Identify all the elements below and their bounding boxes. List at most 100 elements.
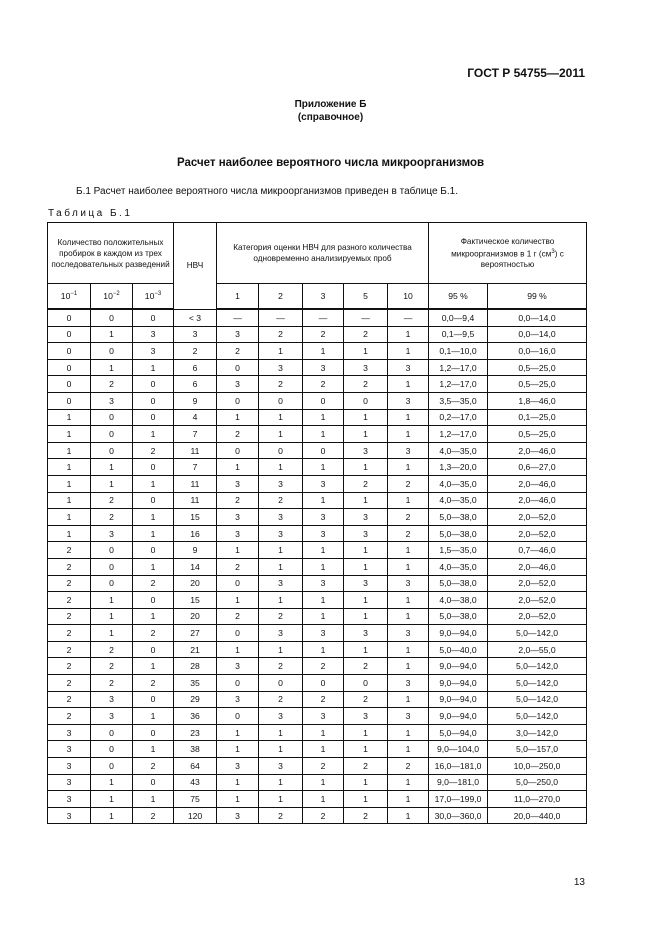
table-cell: 0 xyxy=(132,773,174,792)
table-cell: 9 xyxy=(173,391,217,410)
table-cell: 0 xyxy=(132,541,174,559)
table-cell: 2 xyxy=(132,574,174,593)
table-cell: 2 xyxy=(343,657,388,676)
table-cell: 14 xyxy=(173,557,217,576)
table-row: 0 1 3 3 3 2 2 2 1 0,1—9,5 0,0—14,0 xyxy=(47,325,587,344)
table-cell: 0,0—16,0 xyxy=(487,342,587,360)
table-cell: 3 xyxy=(302,474,344,493)
table-row: 2 2 0 21 1 1 1 1 1 5,0—40,0 2,0—55,0 xyxy=(47,640,587,659)
table-cell: 2 xyxy=(343,325,388,344)
table-cell: 1 xyxy=(258,557,303,576)
table-cell: 5,0—142,0 xyxy=(487,690,587,709)
dilution-exponent: −1 xyxy=(70,291,78,298)
table-cell: 2 xyxy=(47,707,91,725)
table-cell: 0 xyxy=(132,458,174,476)
table-cell: 3 xyxy=(216,524,259,543)
table-cell: 3 xyxy=(343,574,388,593)
table-cell: 3,5—35,0 xyxy=(428,391,488,410)
table-cell: 1 xyxy=(132,557,174,576)
table-cell: 3 xyxy=(132,342,174,360)
table-cell: 3 xyxy=(343,441,388,460)
table-cell: 1 xyxy=(258,640,303,659)
table-cell: 1 xyxy=(47,441,91,460)
table-row: 3 0 0 23 1 1 1 1 1 5,0—94,0 3,0—142,0 xyxy=(47,723,587,742)
table-cell: 1 xyxy=(387,325,429,344)
table-cell: 0 xyxy=(47,358,91,377)
table-cell: 2,0—55,0 xyxy=(487,640,587,659)
table-cell: 0 xyxy=(302,674,344,692)
table-cell: 3 xyxy=(343,624,388,642)
table-cell: 3 xyxy=(216,757,259,775)
table-cell: 1 xyxy=(47,408,91,427)
table-row: 2 1 0 15 1 1 1 1 1 4,0—38,0 2,0—52,0 xyxy=(47,591,587,609)
table-cell: < 3 xyxy=(173,308,217,327)
table-cell: 0 xyxy=(216,707,259,725)
table-cell: 36 xyxy=(173,707,217,725)
table-row: 2 2 1 28 3 2 2 2 1 9,0—94,0 5,0—142,0 xyxy=(47,657,587,676)
table-cell: 3 xyxy=(343,707,388,725)
table-cell: 1 xyxy=(343,607,388,626)
table-cell: 2 xyxy=(90,674,133,692)
table-cell: 38 xyxy=(173,740,217,759)
table-cell: 2 xyxy=(387,474,429,493)
table-cell: 3 xyxy=(216,690,259,709)
table-cell: 0,0—9,4 xyxy=(428,308,488,327)
header-positive-tubes: Количество положительных пробирок в кажд… xyxy=(47,222,174,284)
dilution-base: 10 xyxy=(60,291,71,301)
table-cell: 0,0—14,0 xyxy=(487,308,587,327)
table-cell: 1 xyxy=(387,591,429,609)
table-cell: 1 xyxy=(343,425,388,443)
table-cell: 1 xyxy=(387,491,429,510)
table-cell: 1 xyxy=(132,740,174,759)
table-cell: 1 xyxy=(90,624,133,642)
table-cell: 1 xyxy=(387,640,429,659)
table-cell: 3 xyxy=(216,474,259,493)
table-cell: 1 xyxy=(343,491,388,510)
table-cell: 1 xyxy=(343,408,388,427)
table-cell: 2 xyxy=(173,342,217,360)
table-cell: 2 xyxy=(258,657,303,676)
table-cell: 1 xyxy=(387,723,429,742)
table-cell: 0 xyxy=(132,690,174,709)
table-cell: 1 xyxy=(132,707,174,725)
table-cell: 1 xyxy=(343,790,388,808)
table-row: 2 0 1 14 2 1 1 1 1 4,0—35,0 2,0—46,0 xyxy=(47,557,587,576)
table-cell: 0 xyxy=(216,358,259,377)
table-cell: 5,0—94,0 xyxy=(428,723,488,742)
table-cell: 1 xyxy=(343,541,388,559)
table-cell: 3 xyxy=(90,391,133,410)
table-row: 1 0 1 7 2 1 1 1 1 1,2—17,0 0,5—25,0 xyxy=(47,425,587,443)
table-cell: 1 xyxy=(343,773,388,792)
table-cell: 1 xyxy=(47,524,91,543)
table-cell: 2 xyxy=(47,624,91,642)
table-row: 3 0 2 64 3 3 2 2 2 16,0—181,0 10,0—250,0 xyxy=(47,757,587,775)
table-cell: 4,0—35,0 xyxy=(428,557,488,576)
table-cell: 1 xyxy=(302,342,344,360)
dilution-base: 10 xyxy=(144,291,155,301)
table-cell: 1 xyxy=(258,790,303,808)
table-cell: 6 xyxy=(173,358,217,377)
table-cell: 0 xyxy=(47,308,91,327)
table-cell: 1 xyxy=(302,640,344,659)
table-cell: 3 xyxy=(302,358,344,377)
header-sample-count: 2 xyxy=(258,283,303,310)
table-cell: 3 xyxy=(90,524,133,543)
table-cell: 2 xyxy=(47,640,91,659)
table-cell: 2 xyxy=(343,806,388,825)
header-sample-count: 5 xyxy=(343,283,388,310)
table-cell: 0 xyxy=(258,391,303,410)
table-cell: 2 xyxy=(47,541,91,559)
table-cell: 3 xyxy=(258,707,303,725)
table-cell: 16,0—181,0 xyxy=(428,757,488,775)
table-cell: 1 xyxy=(258,342,303,360)
table-cell: 11 xyxy=(173,441,217,460)
table-cell: 4,0—35,0 xyxy=(428,441,488,460)
table-cell: 3 xyxy=(258,508,303,526)
table-cell: 2 xyxy=(90,375,133,393)
table-cell: 3 xyxy=(173,325,217,344)
table-cell: 1 xyxy=(302,557,344,576)
table-cell: 2 xyxy=(216,425,259,443)
table-cell: 0 xyxy=(90,723,133,742)
table-cell: 2 xyxy=(258,806,303,825)
table-cell: 9 xyxy=(173,541,217,559)
